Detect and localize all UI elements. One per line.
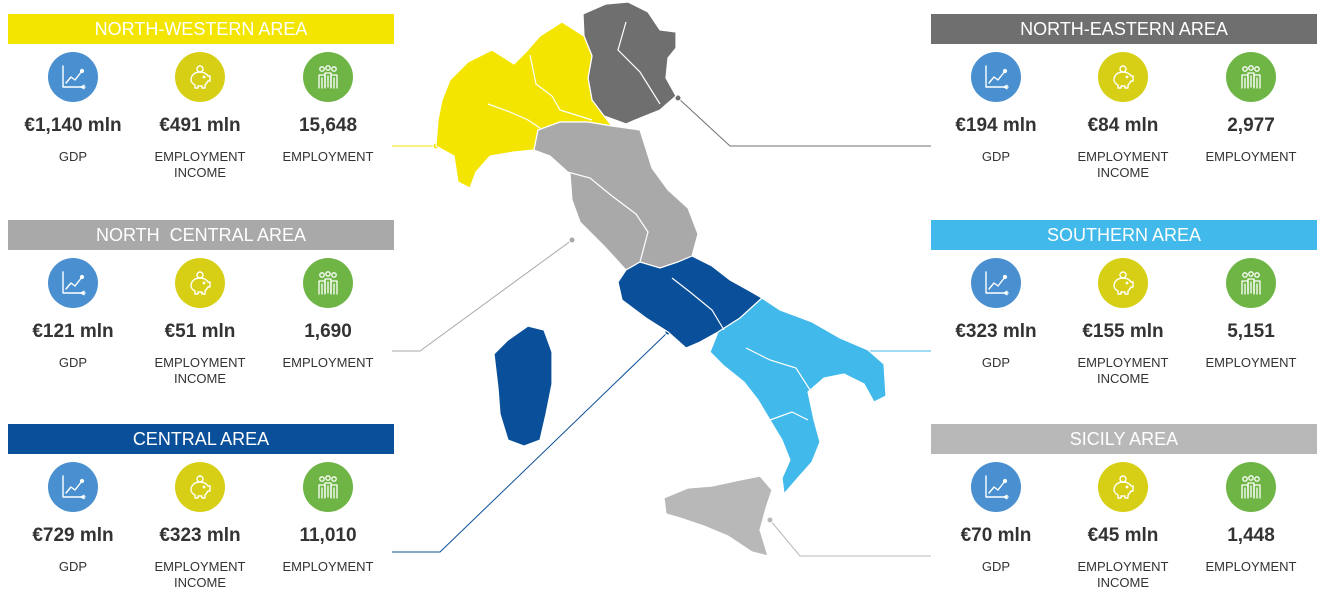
- employment-income-label: EMPLOYMENT INCOME: [154, 149, 246, 180]
- panel-central: CENTRAL AREA €729 mln GDP €323 mln EMPLO…: [8, 424, 400, 609]
- piggy-bank-icon: [175, 52, 225, 102]
- employment-label: EMPLOYMENT: [282, 559, 374, 574]
- connector-central: [392, 331, 669, 553]
- connector-dot-sicily: [766, 516, 774, 524]
- panel-sicily: SICILY AREA €70 mln GDP €45 mln EMPLOYME…: [931, 424, 1323, 609]
- employment-label: EMPLOYMENT: [1205, 149, 1297, 164]
- gdp-label: GDP: [981, 355, 1011, 370]
- kpi-employment-income: €155 mln EMPLOYMENT INCOME: [1068, 258, 1178, 387]
- region-north-western: [435, 21, 614, 189]
- connector-north-central: [392, 239, 573, 352]
- panel-header: NORTH-EASTERN AREA: [931, 14, 1317, 44]
- panel-header: SICILY AREA: [931, 424, 1317, 454]
- kpi-gdp: €70 mln GDP: [941, 462, 1051, 575]
- gdp-label: GDP: [981, 149, 1011, 164]
- kpi-gdp: €194 mln GDP: [941, 52, 1051, 165]
- piggy-bank-icon: [1098, 462, 1148, 512]
- region-sicily: [663, 475, 773, 557]
- trend-chart-icon: [971, 462, 1021, 512]
- employment-income-label: EMPLOYMENT INCOME: [154, 355, 246, 386]
- gdp-label: GDP: [58, 149, 88, 164]
- kpi-employment-income: €323 mln EMPLOYMENT INCOME: [145, 462, 255, 591]
- employment-label: EMPLOYMENT: [282, 355, 374, 370]
- panel-southern: SOUTHERN AREA €323 mln GDP €155 mln EMPL…: [931, 220, 1323, 405]
- people-group-icon: [303, 462, 353, 512]
- kpi-employment-income: €84 mln EMPLOYMENT INCOME: [1068, 52, 1178, 181]
- kpi-gdp: €729 mln GDP: [18, 462, 128, 575]
- trend-chart-icon: [48, 52, 98, 102]
- employment-value: 1,690: [304, 321, 352, 342]
- gdp-value: €323 mln: [955, 321, 1037, 342]
- connector-dot-north-eastern: [674, 94, 682, 102]
- gdp-value: €70 mln: [960, 525, 1032, 546]
- kpi-employment-income: €51 mln EMPLOYMENT INCOME: [145, 258, 255, 387]
- employment-value: 5,151: [1227, 321, 1275, 342]
- region-southern: [709, 297, 887, 496]
- employment-income-value: €155 mln: [1082, 321, 1164, 342]
- employment-income-label: EMPLOYMENT INCOME: [154, 559, 246, 590]
- panel-header: NORTH CENTRAL AREA: [8, 220, 394, 250]
- connector-sicily: [769, 519, 931, 557]
- people-group-icon: [1226, 52, 1276, 102]
- kpi-gdp: €121 mln GDP: [18, 258, 128, 371]
- employment-income-value: €51 mln: [164, 321, 236, 342]
- region-boundaries: [487, 21, 811, 421]
- piggy-bank-icon: [175, 462, 225, 512]
- gdp-value: €729 mln: [32, 525, 114, 546]
- kpi-employment: 2,977 EMPLOYMENT: [1196, 52, 1306, 165]
- gdp-value: €1,140 mln: [24, 115, 122, 136]
- employment-label: EMPLOYMENT: [1205, 559, 1297, 574]
- trend-chart-icon: [48, 462, 98, 512]
- gdp-value: €121 mln: [32, 321, 114, 342]
- panel-header: NORTH-WESTERN AREA: [8, 14, 394, 44]
- connector-north-eastern: [677, 97, 931, 147]
- people-group-icon: [1226, 258, 1276, 308]
- kpi-gdp: €323 mln GDP: [941, 258, 1051, 371]
- kpi-employment: 5,151 EMPLOYMENT: [1196, 258, 1306, 371]
- region-sardinia: [493, 325, 553, 447]
- employment-value: 2,977: [1227, 115, 1275, 136]
- piggy-bank-icon: [1098, 52, 1148, 102]
- employment-income-value: €323 mln: [159, 525, 241, 546]
- gdp-label: GDP: [981, 559, 1011, 574]
- trend-chart-icon: [971, 52, 1021, 102]
- panel-north-central: NORTH CENTRAL AREA €121 mln GDP €51 mln …: [8, 220, 400, 405]
- employment-income-value: €84 mln: [1087, 115, 1159, 136]
- kpi-employment: 11,010 EMPLOYMENT: [273, 462, 383, 575]
- panel-header: CENTRAL AREA: [8, 424, 394, 454]
- employment-value: 11,010: [299, 525, 357, 546]
- trend-chart-icon: [48, 258, 98, 308]
- employment-value: 15,648: [298, 115, 358, 136]
- employment-income-value: €491 mln: [159, 115, 241, 136]
- people-group-icon: [303, 258, 353, 308]
- kpi-gdp: €1,140 mln GDP: [18, 52, 128, 165]
- employment-income-label: EMPLOYMENT INCOME: [1077, 355, 1169, 386]
- kpi-employment: 15,648 EMPLOYMENT: [273, 52, 383, 165]
- employment-value: 1,448: [1227, 525, 1275, 546]
- panel-north-eastern: NORTH-EASTERN AREA €194 mln GDP €84 mln …: [931, 14, 1323, 199]
- people-group-icon: [1226, 462, 1276, 512]
- people-group-icon: [303, 52, 353, 102]
- employment-label: EMPLOYMENT: [282, 149, 374, 164]
- kpi-employment-income: €45 mln EMPLOYMENT INCOME: [1068, 462, 1178, 591]
- kpi-employment: 1,448 EMPLOYMENT: [1196, 462, 1306, 575]
- employment-income-value: €45 mln: [1087, 525, 1159, 546]
- kpi-employment-income: €491 mln EMPLOYMENT INCOME: [145, 52, 255, 181]
- employment-label: EMPLOYMENT: [1205, 355, 1297, 370]
- piggy-bank-icon: [1098, 258, 1148, 308]
- gdp-value: €194 mln: [955, 115, 1037, 136]
- panel-header: SOUTHERN AREA: [931, 220, 1317, 250]
- gdp-label: GDP: [58, 559, 88, 574]
- employment-income-label: EMPLOYMENT INCOME: [1077, 559, 1169, 590]
- employment-income-label: EMPLOYMENT INCOME: [1077, 149, 1169, 180]
- gdp-label: GDP: [58, 355, 88, 370]
- region-north-central: [533, 121, 699, 271]
- piggy-bank-icon: [175, 258, 225, 308]
- trend-chart-icon: [971, 258, 1021, 308]
- kpi-employment: 1,690 EMPLOYMENT: [273, 258, 383, 371]
- panel-north-western: NORTH-WESTERN AREA €1,140 mln GDP €491 m…: [8, 14, 400, 199]
- connector-dot-north-central: [568, 236, 576, 244]
